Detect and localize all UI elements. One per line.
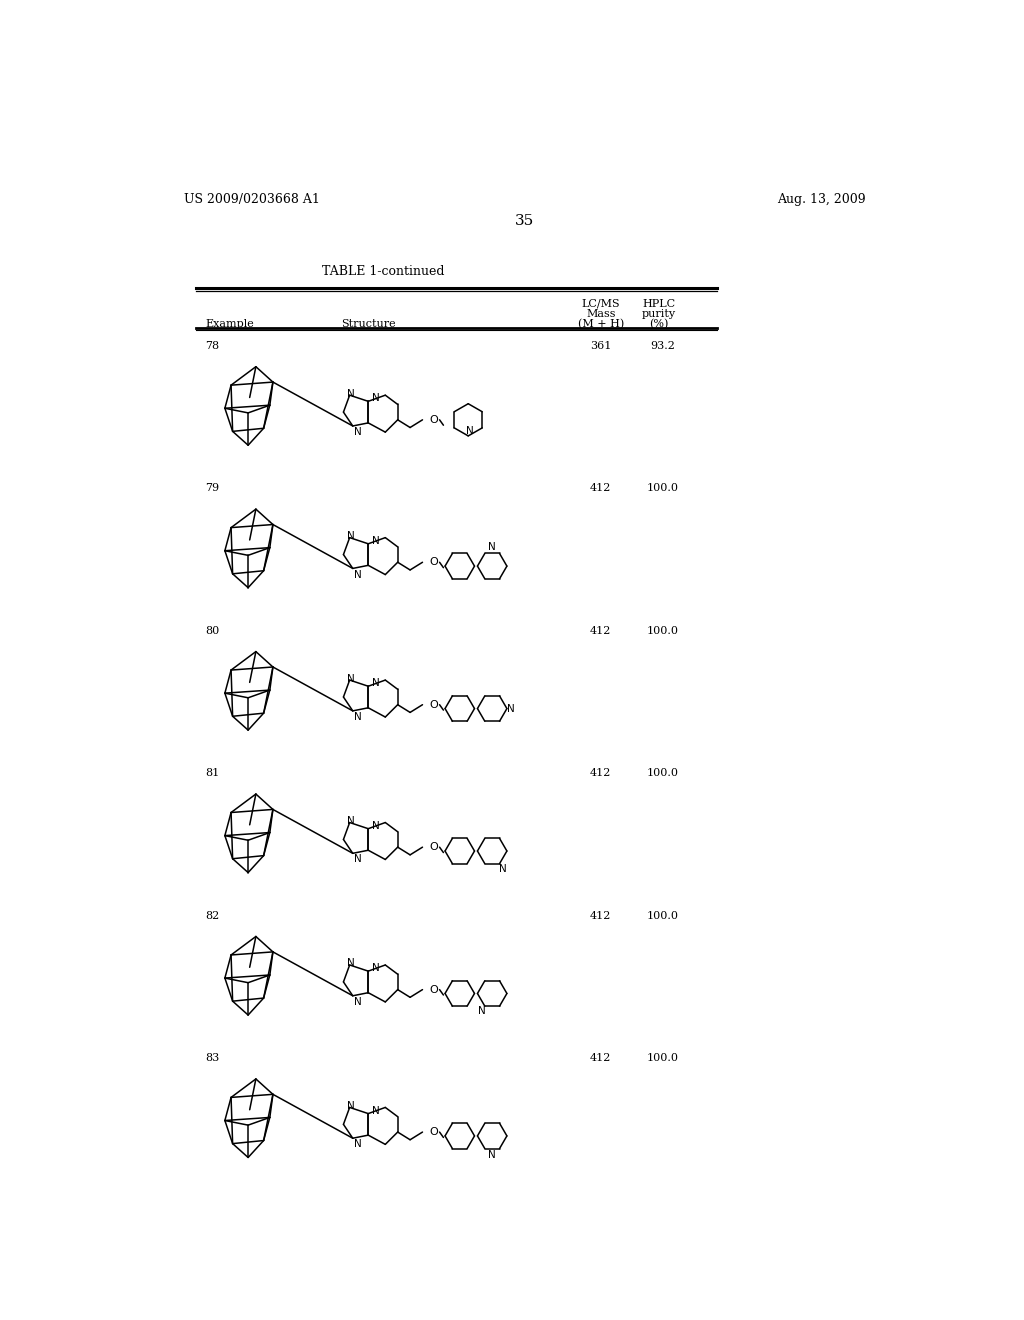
Text: 100.0: 100.0 (647, 911, 679, 920)
Text: 83: 83 (206, 1053, 220, 1063)
Text: N: N (353, 1139, 361, 1150)
Text: 93.2: 93.2 (650, 341, 675, 351)
Text: O: O (429, 842, 437, 853)
Text: O: O (429, 414, 437, 425)
Text: 81: 81 (206, 768, 220, 779)
Text: 100.0: 100.0 (647, 768, 679, 779)
Text: O: O (429, 557, 437, 568)
Text: 80: 80 (206, 626, 220, 636)
Text: Structure: Structure (341, 318, 395, 329)
Text: 100.0: 100.0 (647, 1053, 679, 1063)
Text: LC/MS: LC/MS (582, 298, 621, 309)
Text: (M + H): (M + H) (578, 318, 624, 329)
Text: N: N (353, 854, 361, 865)
Text: 412: 412 (590, 911, 611, 920)
Text: purity: purity (642, 309, 676, 318)
Text: N: N (499, 863, 506, 874)
Text: 79: 79 (206, 483, 219, 494)
Text: N: N (372, 821, 380, 830)
Text: N: N (372, 678, 380, 688)
Text: (%): (%) (649, 318, 669, 329)
Text: N: N (353, 428, 361, 437)
Text: O: O (429, 985, 437, 994)
Text: N: N (508, 704, 515, 714)
Text: 100.0: 100.0 (647, 483, 679, 494)
Text: O: O (429, 1127, 437, 1137)
Text: 412: 412 (590, 1053, 611, 1063)
Text: 35: 35 (515, 214, 535, 228)
Text: HPLC: HPLC (642, 298, 676, 309)
Text: N: N (347, 816, 355, 826)
Text: N: N (478, 1006, 485, 1016)
Text: 361: 361 (590, 341, 611, 351)
Text: 100.0: 100.0 (647, 626, 679, 636)
Text: N: N (347, 388, 355, 399)
Text: TABLE 1-continued: TABLE 1-continued (323, 264, 445, 277)
Text: Example: Example (206, 318, 254, 329)
Text: N: N (466, 426, 474, 437)
Text: 412: 412 (590, 483, 611, 494)
Text: N: N (347, 1101, 355, 1111)
Text: N: N (372, 1106, 380, 1115)
Text: N: N (347, 673, 355, 684)
Text: N: N (347, 958, 355, 969)
Text: N: N (372, 964, 380, 973)
Text: N: N (488, 543, 496, 552)
Text: N: N (488, 1150, 496, 1160)
Text: US 2009/0203668 A1: US 2009/0203668 A1 (183, 193, 319, 206)
Text: 78: 78 (206, 341, 219, 351)
Text: N: N (372, 393, 380, 403)
Text: 412: 412 (590, 626, 611, 636)
Text: Mass: Mass (586, 309, 615, 318)
Text: N: N (353, 570, 361, 579)
Text: 82: 82 (206, 911, 220, 920)
Text: N: N (353, 711, 361, 722)
Text: N: N (347, 531, 355, 541)
Text: N: N (372, 536, 380, 545)
Text: 412: 412 (590, 768, 611, 779)
Text: N: N (353, 997, 361, 1007)
Text: O: O (429, 700, 437, 710)
Text: Aug. 13, 2009: Aug. 13, 2009 (777, 193, 866, 206)
